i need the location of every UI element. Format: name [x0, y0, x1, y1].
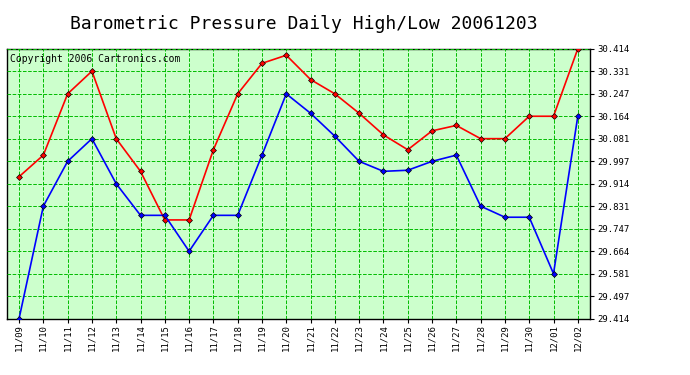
Text: Copyright 2006 Cartronics.com: Copyright 2006 Cartronics.com [10, 54, 180, 64]
Text: Barometric Pressure Daily High/Low 20061203: Barometric Pressure Daily High/Low 20061… [70, 15, 538, 33]
